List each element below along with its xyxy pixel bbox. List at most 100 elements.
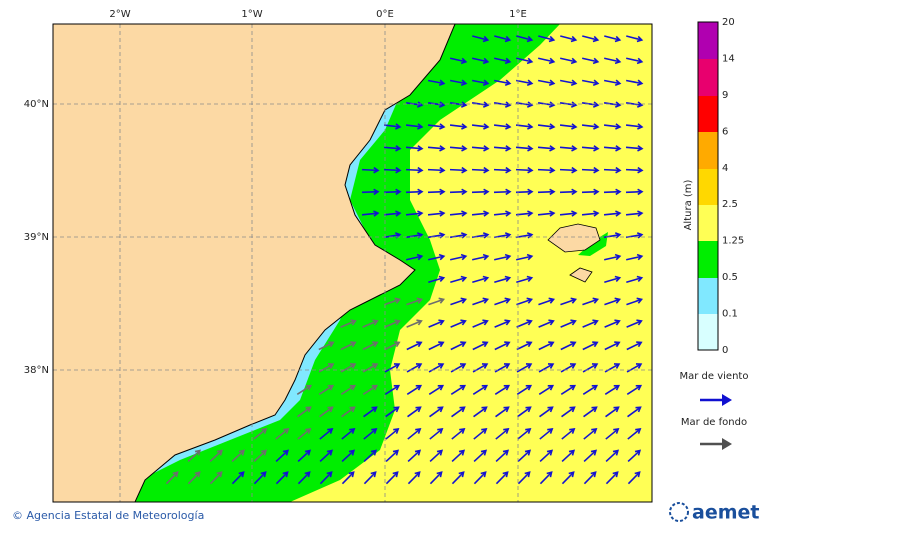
arrow-shaft: [253, 428, 267, 440]
arrow-shaft: [450, 341, 466, 351]
arrow-head: [504, 57, 512, 65]
arrow-head: [569, 363, 577, 369]
arrow-shaft: [538, 298, 554, 306]
arrow-shaft: [428, 255, 444, 261]
arrow-head: [416, 341, 423, 348]
arrow-head: [459, 384, 467, 391]
arrow-head: [194, 471, 201, 478]
arrow-shaft: [383, 124, 401, 128]
arrow-head: [481, 406, 488, 413]
arrow-head: [260, 471, 267, 478]
arrow-head: [459, 427, 466, 434]
colorbar-label: 6: [722, 126, 728, 137]
arrow-shaft: [383, 190, 401, 194]
arrow-head: [395, 188, 402, 196]
arrow-head: [417, 166, 424, 174]
arrow-head: [305, 406, 312, 413]
arrow-shaft: [604, 277, 620, 283]
arrow-head: [328, 341, 335, 348]
arrow-head: [526, 101, 534, 108]
arrow-shaft: [605, 471, 619, 485]
arrow-head: [438, 253, 446, 261]
arrow-shaft: [341, 449, 355, 463]
arrow-head: [394, 341, 401, 348]
colorbar-label: 20: [722, 17, 735, 28]
arrow-head: [417, 145, 424, 152]
arrow-head: [349, 363, 357, 369]
arrow-shaft: [494, 255, 510, 261]
arrow-head: [524, 471, 531, 478]
arrow-shaft: [209, 471, 223, 485]
arrow-shaft: [319, 428, 333, 440]
arrow-head: [438, 101, 446, 108]
arrow-shaft: [427, 124, 445, 128]
arrow-shaft: [582, 341, 598, 351]
arrow-head: [502, 471, 509, 478]
wave-arrows: [165, 35, 644, 485]
arrow-head: [460, 101, 468, 108]
arrow-head: [526, 57, 534, 65]
arrow-head: [395, 166, 402, 174]
arrow-shaft: [604, 298, 620, 306]
arrow-head: [636, 253, 644, 261]
arrow-shaft: [384, 298, 400, 306]
arrow-head: [503, 406, 510, 413]
arrow-head: [615, 166, 622, 174]
arrow-shaft: [471, 124, 489, 128]
arrow-head: [461, 123, 468, 130]
arrow-head: [416, 101, 424, 108]
arrow-shaft: [383, 146, 401, 150]
arrow-head: [591, 363, 599, 369]
arrow-shaft: [427, 79, 445, 85]
arrow-head: [373, 166, 380, 174]
arrow-shaft: [449, 124, 467, 128]
arrow-shaft: [407, 428, 421, 440]
arrow-head: [635, 384, 643, 391]
arrow-head: [614, 101, 622, 108]
arrow-shaft: [472, 277, 488, 283]
arrow-shaft: [493, 146, 511, 150]
arrow-shaft: [429, 471, 443, 485]
arrow-shaft: [318, 363, 334, 373]
arrow-shaft: [559, 146, 577, 150]
map: [53, 24, 652, 502]
arrow-shaft: [361, 212, 379, 216]
arrow-shaft: [603, 190, 621, 194]
arrow-head: [504, 35, 512, 43]
arrow-shaft: [581, 124, 599, 128]
arrow-shaft: [318, 385, 334, 395]
arrow-head: [483, 166, 490, 174]
arrow-head: [370, 449, 378, 456]
arrow-head: [592, 297, 600, 304]
arrow-head: [394, 319, 401, 326]
arrow-head: [393, 384, 401, 391]
arrow-shaft: [363, 471, 377, 485]
arrow-head: [569, 384, 577, 391]
arrow-head: [504, 232, 512, 239]
arrow-head: [548, 341, 555, 348]
arrow-shaft: [494, 341, 510, 351]
arrow-shaft: [449, 146, 467, 150]
arrow-head: [614, 319, 621, 326]
arrow-shaft: [275, 449, 289, 463]
arrow-shaft: [406, 341, 422, 351]
arrow-head: [260, 449, 268, 456]
arrow-shaft: [405, 190, 423, 194]
arrow-head: [503, 363, 511, 369]
arrow-shaft: [516, 341, 532, 351]
colorbar-label: 4: [722, 163, 728, 174]
arrow-head: [525, 384, 533, 391]
arrow-shaft: [494, 298, 510, 306]
arrow-head: [547, 427, 554, 434]
arrow-shaft: [275, 428, 289, 440]
arrow-shaft: [605, 406, 619, 418]
arrow-shaft: [561, 471, 575, 485]
arrow-head: [395, 145, 402, 152]
arrow-head: [437, 427, 444, 434]
arrow-shaft: [604, 57, 620, 63]
arrow-head: [592, 57, 600, 65]
arrow-shaft: [603, 124, 621, 128]
arrow-head: [636, 319, 643, 326]
arrow-head: [636, 297, 644, 304]
arrow-head: [614, 57, 622, 65]
